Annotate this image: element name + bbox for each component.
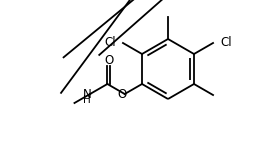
Text: O: O bbox=[117, 89, 126, 102]
Text: Cl: Cl bbox=[104, 35, 116, 48]
Text: O: O bbox=[104, 54, 114, 67]
Text: N: N bbox=[83, 89, 91, 102]
Text: H: H bbox=[83, 95, 91, 105]
Text: Cl: Cl bbox=[220, 35, 232, 48]
